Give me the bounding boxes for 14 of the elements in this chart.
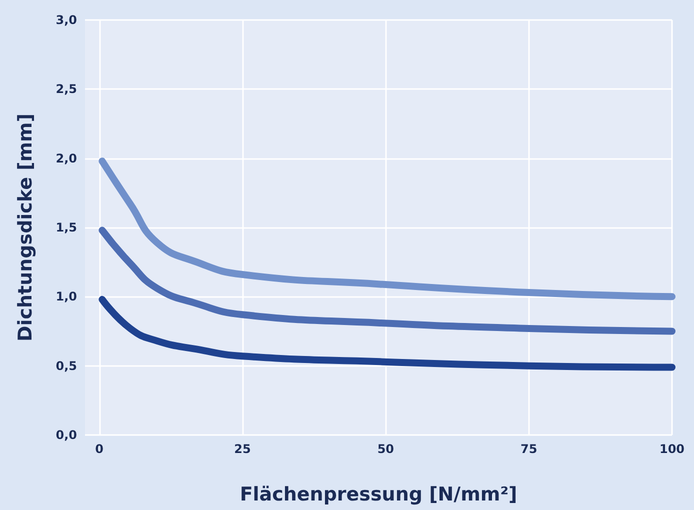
- y-tick-label: 0,0: [56, 428, 77, 442]
- x-tick-label: 25: [234, 442, 251, 456]
- y-tick-label: 2,0: [56, 151, 77, 166]
- x-tick-label: 100: [659, 442, 685, 456]
- y-tick-label: 2,5: [56, 82, 77, 96]
- y-tick-label: 3,0: [56, 13, 77, 27]
- x-tick-label: 50: [377, 442, 394, 456]
- x-tick-label: 0: [95, 442, 104, 456]
- y-axis-title: Dichtungsdicke [mm]: [14, 113, 36, 342]
- x-tick-label: 75: [520, 442, 538, 456]
- y-tick-label: 1,5: [56, 220, 77, 234]
- x-axis-title: Flächenpressung [N/mm²]: [240, 484, 518, 506]
- y-tick-label: 1,0: [56, 290, 77, 304]
- y-tick-label: 0,5: [56, 358, 77, 373]
